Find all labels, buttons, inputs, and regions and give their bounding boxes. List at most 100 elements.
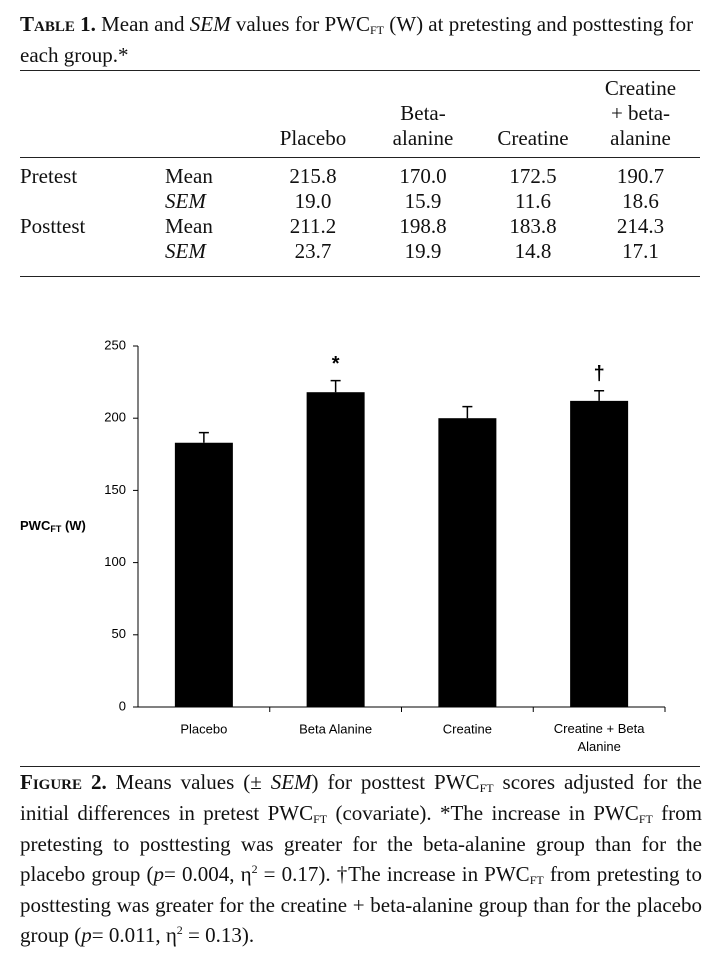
header-text: Creatine xyxy=(497,126,569,150)
header-row: Placebo Beta-alanine Creatine Creatine + bet… xyxy=(20,76,700,157)
caption-text: ) for posttest PWC xyxy=(311,770,480,794)
table-cell: 18.6 xyxy=(622,189,659,213)
header-cell xyxy=(20,76,165,157)
table-cell: 19.0 xyxy=(294,189,332,213)
annotation: * xyxy=(332,353,340,375)
caption-text: p xyxy=(153,862,165,886)
y-tick-label: 0 xyxy=(119,698,126,713)
table-cell: 214.3 xyxy=(616,214,665,238)
x-tick-label: Creatine + Beta Alanine xyxy=(554,721,645,754)
table-cell: 198.8 xyxy=(399,214,447,238)
table-cell: Posttest xyxy=(20,214,86,238)
caption-text: values for PWC xyxy=(230,12,370,36)
table-caption: Table 1. Mean and SEM values for PWCFT (… xyxy=(20,12,702,68)
y-tick-label: 150 xyxy=(104,482,126,497)
table-cell: SEM xyxy=(165,189,206,213)
table-cell: 11.6 xyxy=(515,189,551,213)
header-text: Beta- xyxy=(400,101,446,125)
header-cell: Placebo xyxy=(265,76,361,157)
y-label-part: PWC xyxy=(20,518,51,533)
error-bar xyxy=(594,390,605,401)
header-cell xyxy=(165,76,265,157)
x-tick-label: Beta Alanine xyxy=(299,721,372,736)
table-row: SEM 19.0 15.9 11.6 18.6 xyxy=(20,189,700,214)
caption-text: Figure 2. xyxy=(20,770,107,794)
bar xyxy=(570,400,629,707)
table-cell: 211.2 xyxy=(289,214,337,238)
table-cell: Pretest xyxy=(20,164,78,188)
table-cell xyxy=(20,239,165,264)
table-cell: 183.8 xyxy=(509,214,557,238)
header-text: Creatine xyxy=(604,76,677,100)
caption-text: FT xyxy=(313,812,328,826)
table-row: SEM 23.7 19.9 14.8 17.1 xyxy=(20,239,700,264)
table-cell: Mean xyxy=(165,164,213,188)
x-tick-label: Creatine xyxy=(443,721,492,736)
error-bar xyxy=(330,379,341,393)
caption-text: SEM xyxy=(270,770,312,794)
caption-text: from pretesting to posttesting was great… xyxy=(20,801,702,886)
y-tick-label: 200 xyxy=(104,410,126,425)
table-cell: SEM xyxy=(165,239,206,263)
error-bar xyxy=(198,431,209,443)
caption-text: SEM xyxy=(189,12,231,36)
y-label-part: FT xyxy=(50,524,61,534)
caption-text: FT xyxy=(369,23,384,37)
caption-text: Mean and xyxy=(95,12,190,36)
caption-text: = 0.13). xyxy=(182,923,255,947)
caption-text: Means values (± xyxy=(106,770,271,794)
table-cell xyxy=(20,189,165,214)
header-cell: Creatine + beta-alanine xyxy=(581,76,700,157)
figure-caption: Figure 2. Means values (± SEM) for postt… xyxy=(20,770,702,948)
caption-text: = 0.011, η xyxy=(91,923,177,947)
bar xyxy=(306,392,365,707)
y-tick-label: 250 xyxy=(104,337,126,352)
rule xyxy=(20,276,700,277)
header-cell: Creatine xyxy=(485,76,581,157)
caption-text: 2 xyxy=(251,862,258,876)
table-cell: 15.9 xyxy=(404,189,442,213)
table-cell: 215.8 xyxy=(289,164,337,188)
bar xyxy=(438,418,497,707)
rule xyxy=(20,70,700,71)
y-tick-label: 100 xyxy=(104,554,126,569)
table-cell: Mean xyxy=(165,214,213,238)
caption-text: scores adjusted for the initial differen… xyxy=(20,770,703,825)
caption-label: Table 1. xyxy=(20,12,96,36)
bar xyxy=(174,442,233,707)
table-cell: 17.1 xyxy=(622,239,659,263)
table: Placebo Beta-alanine Creatine Creatine + bet… xyxy=(20,76,700,264)
y-label-part: (W) xyxy=(61,518,86,533)
caption-text: FT xyxy=(479,781,494,795)
annotation: † xyxy=(594,363,605,385)
table-row: Posttest Mean 211.2 198.8 183.8 214.3 xyxy=(20,214,700,239)
rule xyxy=(20,157,700,158)
y-axis-label: PWCFT (W) xyxy=(20,518,86,534)
caption-text: 2 xyxy=(176,923,183,937)
table-cell: 19.9 xyxy=(404,239,442,263)
caption-text: (W) at pretesting and posttesting for ea… xyxy=(20,12,694,67)
table-cell: 170.0 xyxy=(399,164,447,188)
header-text: alanine xyxy=(392,126,454,150)
x-tick-label: Placebo xyxy=(180,721,227,736)
table-cell: 23.7 xyxy=(294,239,332,263)
caption-text: = 0.004, η xyxy=(164,862,252,886)
table-row: Pretest Mean 215.8 170.0 172.5 190.7 xyxy=(20,157,700,189)
caption-text: p xyxy=(81,923,92,947)
header-text: alanine xyxy=(610,126,671,150)
table-cell: 14.8 xyxy=(514,239,552,263)
error-bar xyxy=(462,405,473,419)
header-text: + beta- xyxy=(610,101,671,125)
y-tick-label: 50 xyxy=(112,626,126,641)
caption-text: = 0.17). †The increase in PWC xyxy=(257,862,530,886)
chart: PWCFT (W) 0 50 100 150 200 250 Placebo Beta Ala… xyxy=(20,337,666,754)
caption-text: FT xyxy=(638,812,653,826)
table-cell: 190.7 xyxy=(616,164,665,188)
table-cell: 172.5 xyxy=(509,164,557,188)
rule xyxy=(20,766,700,767)
caption-text: from pretesting to posttesting was great… xyxy=(20,862,702,947)
header-cell: Beta-alanine xyxy=(361,76,485,157)
header-text: Placebo xyxy=(279,126,347,150)
caption-text: (covariate). *The increase in PWC xyxy=(327,801,639,825)
